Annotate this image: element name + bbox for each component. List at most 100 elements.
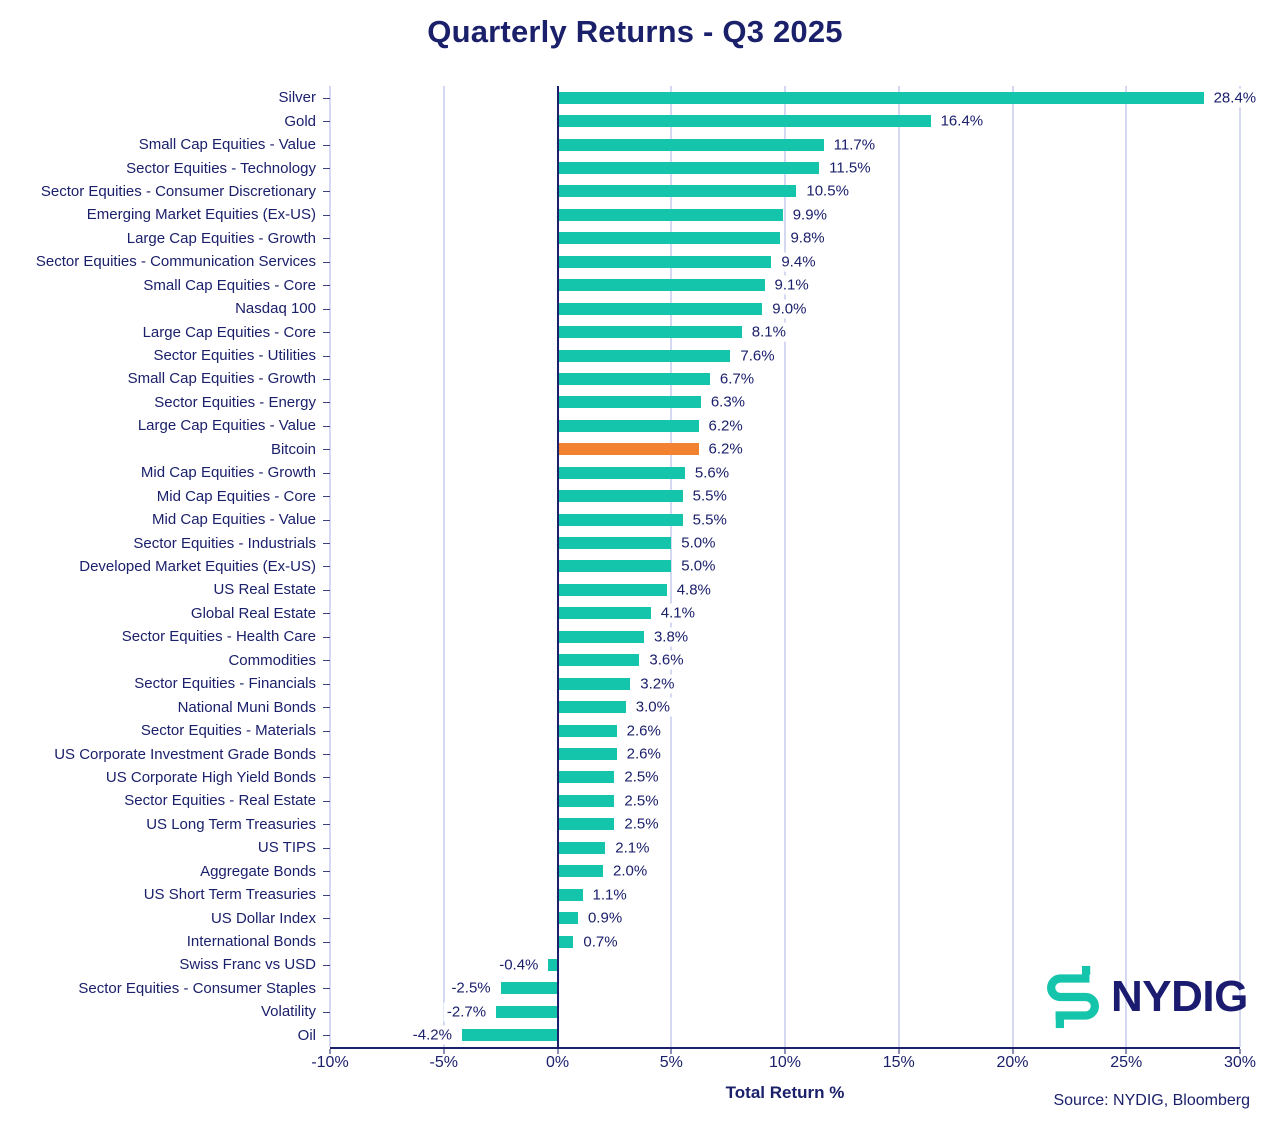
category-label: Sector Equities - Real Estate: [124, 792, 316, 810]
value-label: 5.6%: [691, 463, 733, 483]
bar-rows: Silver 28.4% Gold 16.4% Small Cap Equities -…: [0, 86, 1270, 1047]
bar: [557, 794, 615, 807]
value-label: 6.2%: [705, 439, 746, 459]
row-plot-area: 6.3%: [330, 391, 1240, 414]
category-label: Commodities: [228, 651, 316, 669]
value-label: 2.5%: [621, 791, 662, 811]
row-plot-area: 5.6%: [330, 461, 1240, 484]
gridline: [784, 86, 786, 1047]
gridline: [898, 86, 900, 1047]
x-axis-tickmark: [329, 1049, 331, 1054]
y-axis-tickmark: [323, 285, 330, 287]
category-label: Sector Equities - Health Care: [121, 628, 316, 646]
x-axis-tick-label: -5%: [429, 1054, 458, 1071]
bar: [557, 771, 615, 784]
bar: [557, 701, 626, 714]
value-label: 4.8%: [673, 580, 714, 600]
y-axis-tickmark: [323, 97, 330, 99]
category-label: International Bonds: [186, 933, 316, 951]
bar: [557, 513, 683, 526]
bar-row: Sector Equities - Financials 3.2%: [0, 672, 1270, 695]
bar-row: Large Cap Equities - Core 8.1%: [0, 320, 1270, 343]
value-label: 2.1%: [612, 838, 653, 858]
bar: [557, 912, 578, 925]
value-label: 9.0%: [769, 299, 810, 319]
category-label: Mid Cap Equities - Growth: [140, 464, 316, 482]
row-plot-area: 5.5%: [330, 508, 1240, 531]
category-label: Sector Equities - Industrials: [133, 534, 316, 552]
x-axis-tick-label: 30%: [1223, 1054, 1257, 1071]
bar-row: Commodities 3.6%: [0, 649, 1270, 672]
bar: [557, 607, 651, 620]
row-plot-area: -0.4%: [330, 953, 1240, 976]
category-label: Large Cap Equities - Value: [137, 417, 316, 435]
value-label: 3.0%: [632, 697, 673, 717]
y-axis-tickmark: [323, 449, 330, 451]
bar-row: Bitcoin 6.2%: [0, 438, 1270, 461]
bar: [557, 185, 797, 198]
row-plot-area: 3.8%: [330, 625, 1240, 648]
row-plot-area: 3.2%: [330, 672, 1240, 695]
x-axis-tick-label: 0%: [545, 1054, 570, 1071]
value-label: 2.5%: [621, 767, 662, 787]
row-plot-area: 9.4%: [330, 250, 1240, 273]
y-axis-tickmark: [323, 425, 330, 427]
row-plot-area: 4.8%: [330, 578, 1240, 601]
y-axis-tickmark: [323, 800, 330, 802]
category-label: Sector Equities - Technology: [126, 159, 316, 177]
category-label: Bitcoin: [270, 440, 316, 458]
y-axis-tickmark: [323, 1035, 330, 1037]
value-label: 3.2%: [637, 674, 678, 694]
row-plot-area: 3.0%: [330, 695, 1240, 718]
category-label: Mid Cap Equities - Value: [152, 511, 316, 529]
bar-row: Large Cap Equities - Value 6.2%: [0, 414, 1270, 437]
value-label: 0.9%: [584, 908, 626, 928]
bar: [557, 372, 710, 385]
row-plot-area: 5.0%: [330, 555, 1240, 578]
category-label: National Muni Bonds: [177, 698, 316, 716]
y-axis-tickmark: [323, 121, 330, 123]
value-label: 3.6%: [646, 650, 687, 670]
bar: [557, 115, 931, 128]
category-label: US Corporate Investment Grade Bonds: [54, 745, 316, 763]
bar: [557, 396, 701, 409]
y-axis-tickmark: [323, 941, 330, 943]
row-plot-area: 5.5%: [330, 484, 1240, 507]
bar-row: Aggregate Bonds 2.0%: [0, 859, 1270, 882]
bar: [557, 583, 667, 596]
row-plot-area: 1.1%: [330, 883, 1240, 906]
category-label: Sector Equities - Energy: [154, 393, 316, 411]
category-label: Sector Equities - Consumer Discretionary: [40, 182, 316, 200]
y-axis-tickmark: [323, 636, 330, 638]
value-label: 6.2%: [705, 416, 746, 436]
bar-row: US TIPS 2.1%: [0, 836, 1270, 859]
bar: [461, 1029, 558, 1042]
value-label: -4.2%: [409, 1025, 455, 1045]
bar-row: Small Cap Equities - Core 9.1%: [0, 274, 1270, 297]
x-axis-title: Total Return %: [725, 1083, 845, 1102]
row-plot-area: 9.8%: [330, 227, 1240, 250]
nydig-dollar-icon: [1047, 965, 1099, 1029]
y-axis-tickmark: [323, 964, 330, 966]
x-axis-tickmark: [670, 1049, 672, 1054]
zero-axis-line: [556, 86, 559, 1047]
bar-row: Sector Equities - Communication Services…: [0, 250, 1270, 273]
y-axis-tickmark: [323, 1011, 330, 1013]
bar: [557, 232, 781, 245]
value-label: 5.0%: [678, 556, 719, 576]
gridline: [443, 86, 445, 1047]
y-axis-tickmark: [323, 191, 330, 193]
bar-row: Nasdaq 100 9.0%: [0, 297, 1270, 320]
bar: [557, 419, 699, 432]
gridline: [329, 86, 331, 1047]
x-axis-tickmark: [443, 1049, 445, 1054]
value-label: 9.1%: [771, 275, 812, 295]
y-axis-tickmark: [323, 214, 330, 216]
value-label: 11.7%: [830, 135, 879, 155]
y-axis-tickmark: [323, 988, 330, 990]
x-axis-tickmark: [784, 1049, 786, 1054]
row-plot-area: 3.6%: [330, 649, 1240, 672]
value-label: 8.1%: [748, 322, 789, 342]
bar: [557, 490, 683, 503]
bar: [557, 865, 603, 878]
